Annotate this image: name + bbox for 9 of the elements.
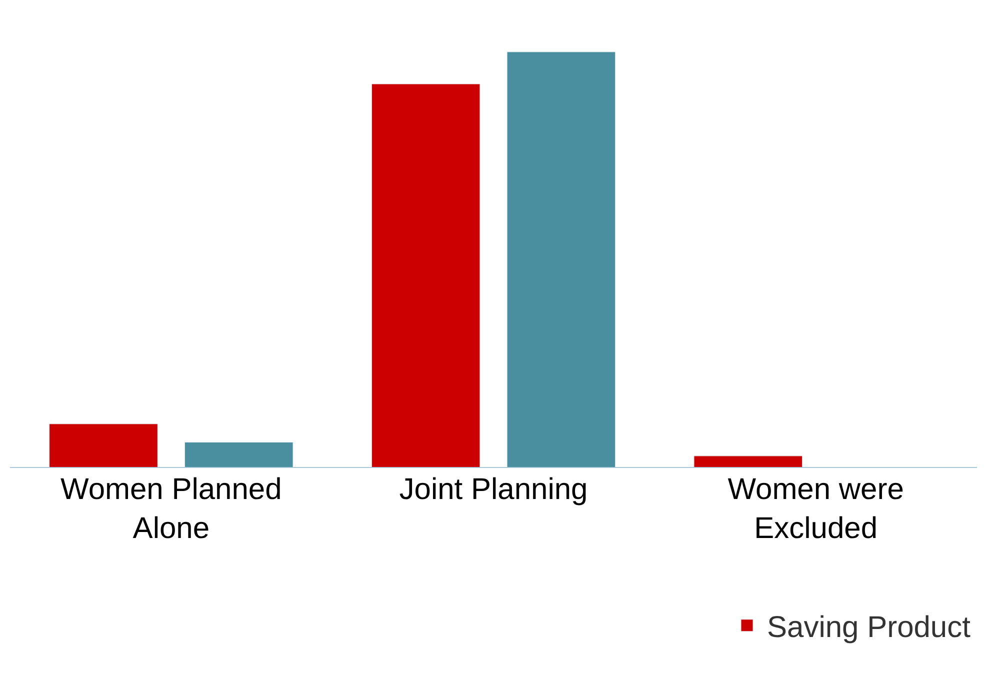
legend-label: Saving Product: [767, 611, 972, 644]
x-tick-label: Joint Planning: [399, 473, 588, 506]
bar: [506, 52, 616, 468]
bar: [694, 456, 803, 468]
x-tick-label: Women were Excluded: [728, 473, 904, 545]
bar: [49, 424, 158, 468]
bar: [184, 442, 294, 468]
x-tick-label: Women Planned Alone: [60, 473, 282, 545]
bar: [371, 84, 480, 468]
